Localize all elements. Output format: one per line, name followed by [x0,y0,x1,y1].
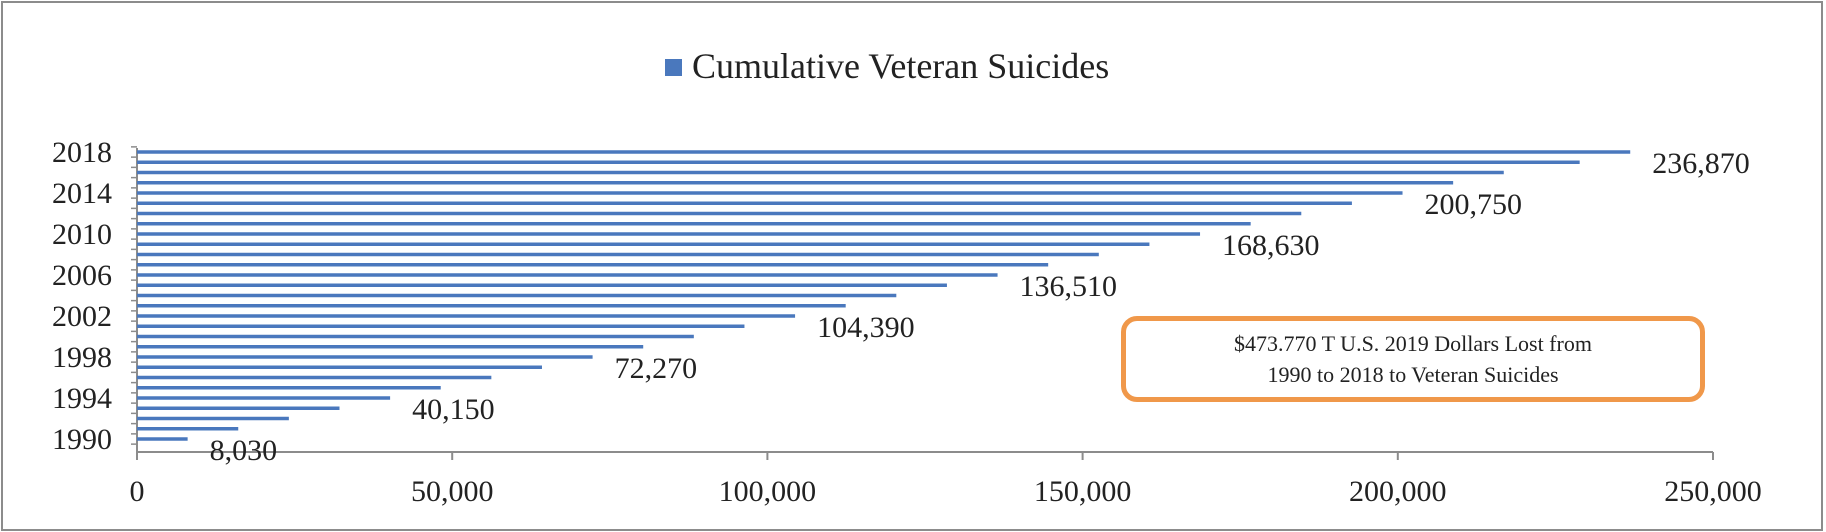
y-tick-label: 2010 [52,218,112,251]
x-tick-label: 50,000 [411,475,494,508]
bar-2001 [137,324,745,328]
bars [137,150,1631,441]
data-label-1990: 8,030 [210,434,278,467]
bar-1998 [137,355,593,359]
bar-2016 [137,170,1504,175]
bar-2011 [137,222,1251,226]
bar-2018 [137,150,1631,154]
bar-2004 [137,293,897,298]
y-tick-label: 2002 [52,300,112,333]
y-tick-label: 2014 [52,177,112,210]
bar-2007 [137,263,1049,267]
bar-1999 [137,345,644,349]
bar-2010 [137,232,1201,236]
bar-2002 [137,314,796,318]
bar-1993 [137,406,340,410]
bar-2009 [137,242,1150,246]
data-label-1994: 40,150 [412,393,495,426]
bar-2012 [137,211,1302,216]
x-tick-label: 150,000 [1034,475,1132,508]
bar-2000 [137,334,694,339]
bar-2006 [137,273,998,277]
legend-swatch [665,59,682,76]
bar-1994 [137,396,391,400]
bar-2017 [137,160,1580,164]
bar-2003 [137,304,846,308]
axes [131,146,1714,460]
data-label-2018: 236,870 [1652,147,1750,180]
bar-1990 [137,437,188,441]
data-label-2006: 136,510 [1020,270,1118,303]
data-label-2002: 104,390 [817,311,915,344]
bar-1991 [137,427,239,431]
data-label-2010: 168,630 [1222,229,1320,262]
bar-2008 [137,252,1099,257]
x-tick-label: 0 [130,475,145,508]
bar-1996 [137,375,492,380]
data-label-1998: 72,270 [615,352,698,385]
y-tick-label: 2018 [52,136,112,169]
legend-label: Cumulative Veteran Suicides [692,46,1109,86]
bar-1992 [137,416,289,421]
y-tick-label: 2006 [52,259,112,292]
bar-1995 [137,386,441,390]
legend: Cumulative Veteran Suicides [665,46,1109,86]
bar-2005 [137,283,947,287]
bar-1997 [137,365,542,369]
annotation-text: $473.770 T U.S. 2019 Dollars Lost from 1… [1234,331,1592,387]
x-tick-label: 200,000 [1349,475,1447,508]
y-tick-label: 1994 [52,382,112,415]
data-label-2014: 200,750 [1425,188,1523,221]
tick-labels: 0 50,000 100,000 150,000 200,000 250,000 1990 1… [52,136,1762,508]
x-tick-label: 100,000 [719,475,817,508]
data-labels: 8,030 40,150 72,270 104,390 136,510 168,630 20… [210,147,1750,467]
x-tick-label: 250,000 [1664,475,1762,508]
bar-2015 [137,181,1454,185]
bar-2013 [137,201,1352,205]
annotation-callout: $473.770 T U.S. 2019 Dollars Lost from 1… [1121,316,1705,402]
y-tick-label: 1990 [52,423,112,456]
y-tick-label: 1998 [52,341,112,374]
bar-2014 [137,191,1403,195]
